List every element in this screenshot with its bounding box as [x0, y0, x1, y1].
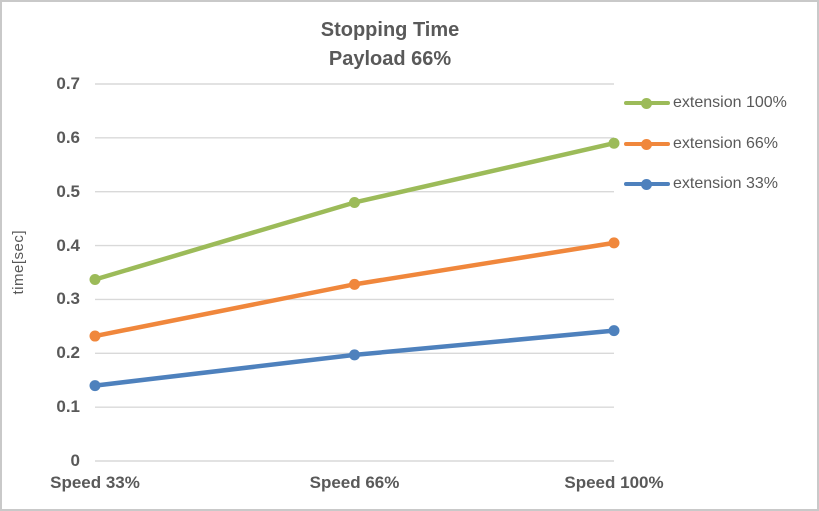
data-point-marker [349, 349, 360, 361]
legend-marker-icon [624, 97, 670, 109]
series-line-extension-100 [92, 140, 617, 282]
data-point-marker [89, 330, 101, 342]
y-axis-tick-label: 0.1 [56, 397, 80, 417]
plot-area [89, 83, 620, 462]
data-point-marker [349, 278, 360, 290]
y-axis-tick-label: 0.2 [56, 343, 80, 363]
chart-title: Stopping Time Payload 66% [321, 16, 460, 74]
data-point-marker [608, 137, 620, 149]
data-point-marker [608, 325, 620, 337]
y-axis-tick-label: 0.7 [56, 74, 80, 93]
x-axis-tick-label: Speed 66% [309, 473, 400, 492]
legend-label: extension 66% [673, 135, 778, 152]
data-point-marker [349, 196, 360, 208]
legend-marker-icon [624, 178, 670, 190]
y-axis-tick-label: 0.6 [56, 127, 80, 147]
data-point-marker [89, 274, 101, 286]
legend-item-extension-100: extension 100% [624, 92, 787, 114]
x-axis-tick-label: Speed 33% [50, 473, 140, 492]
y-axis-tick-label: 0.4 [56, 235, 80, 255]
y-axis-tick-label: 0 [70, 451, 80, 470]
x-axis-tick-label: Speed 100% [564, 473, 664, 492]
legend-label: extension 100% [673, 94, 787, 111]
data-point-marker [608, 237, 620, 249]
legend-marker-icon [624, 138, 670, 150]
y-axis-tick-label: 0.5 [56, 181, 80, 201]
legend-item-extension-33: extension 33% [624, 173, 778, 195]
y-axis-tick-label: 0.3 [56, 289, 80, 309]
legend-item-extension-66: extension 66% [624, 133, 778, 155]
chart-title-line1: Stopping Time [320, 19, 460, 41]
chart-title-line2: Payload 66% [328, 48, 452, 70]
data-point-marker [89, 380, 101, 392]
legend-label: extension 33% [673, 175, 778, 192]
